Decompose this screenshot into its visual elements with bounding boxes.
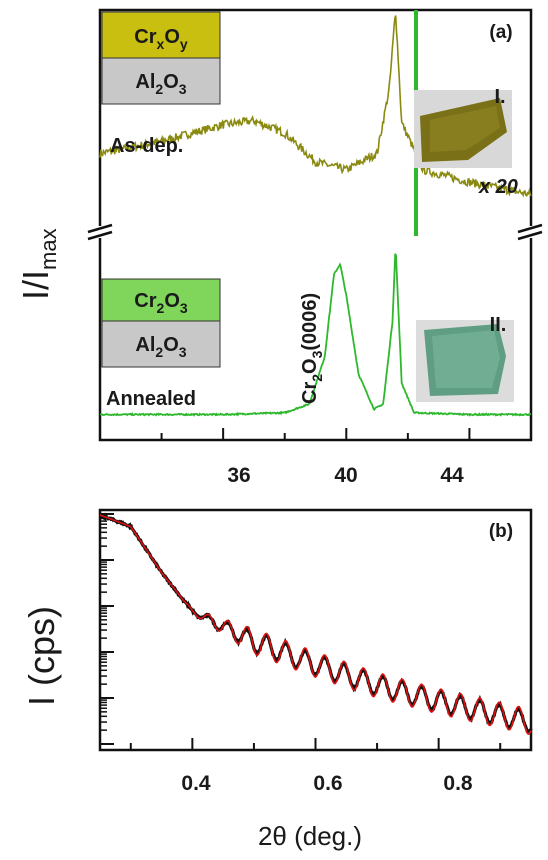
axis-break-left (87, 223, 113, 241)
as-dep-label: As-dep. (110, 135, 183, 157)
as-dep-curve (99, 15, 532, 198)
panel-b-tick-04: 0.4 (181, 772, 211, 795)
layer-cr2o3-label: Cr2O3 (134, 290, 188, 316)
layer-al2o3-bottom-label: Al2O3 (135, 334, 186, 360)
panel-a-tick-36: 36 (227, 464, 250, 487)
panel-a-label: (a) (489, 22, 512, 43)
layer-crxoy-label: CrxOy (134, 26, 188, 52)
sample-photo-as-dep (414, 90, 512, 168)
panel-a-y-label: I/Imax (15, 228, 61, 300)
panel-a-tick-40: 40 (334, 464, 357, 487)
layer-al2o3-top (101, 57, 221, 105)
layer-al2o3-bottom (101, 320, 221, 368)
panel-b-tick-06: 0.6 (313, 772, 342, 795)
annealed-curve (100, 253, 532, 417)
panel-b-x-label: 2θ (deg.) (258, 821, 362, 851)
panel-b-label: (b) (489, 521, 513, 542)
panel-a-tick-44: 44 (440, 464, 464, 487)
panel-a-frame (98, 8, 533, 442)
fit-curve (99, 514, 532, 735)
layer-al2o3-top-label: Al2O3 (135, 71, 186, 97)
sample-photo-annealed (416, 320, 514, 402)
annealed-label: Annealed (106, 388, 196, 410)
panel-b-tick-08: 0.8 (443, 772, 473, 795)
roman-numeral-1: I. (494, 86, 505, 108)
layer-cr2o3 (101, 278, 221, 322)
layer-stack-as-dep: CrxOy Al2O3 (101, 11, 221, 105)
measured-curve (99, 512, 533, 733)
panel-a-x-ticks (160, 428, 532, 440)
panel-b-y-label: I (cps) (21, 606, 62, 706)
axis-break-right (517, 223, 543, 241)
panel-b-ticks (100, 513, 502, 750)
roman-numeral-2: II. (490, 314, 507, 336)
scale-factor-label: x 20 (478, 176, 518, 198)
peak-label: Cr2O3(0006) (299, 293, 325, 404)
layer-stack-annealed: Cr2O3 Al2O3 (101, 278, 221, 368)
